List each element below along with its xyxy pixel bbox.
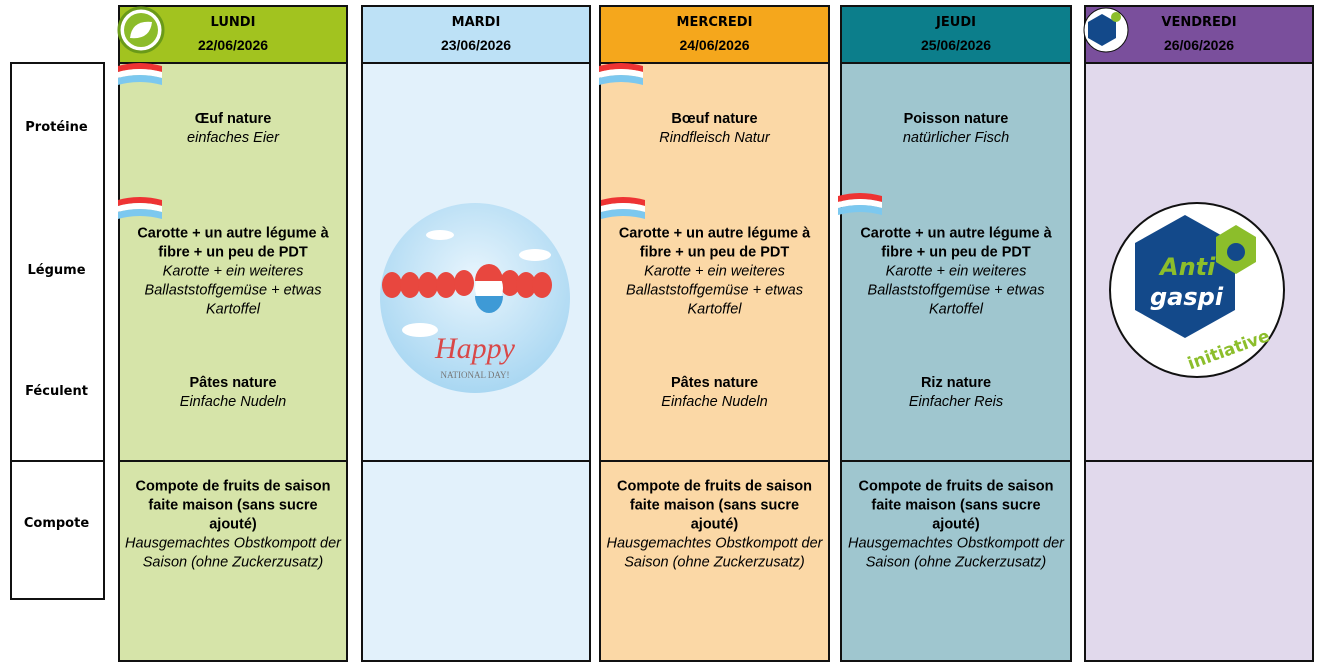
menu-item: Carotte + un autre légume à fibre + un p…: [846, 225, 1066, 320]
menu-item: Carotte + un autre légume à fibre + un p…: [124, 225, 342, 320]
day-name: MERCREDI: [676, 15, 753, 30]
menu-item: Pâtes nature Einfache Nudeln: [124, 374, 342, 412]
dish-de: Karotte + ein weiteres Ballaststoffgemüs…: [144, 263, 322, 318]
day-header: MARDI 23/06/2026: [361, 5, 591, 64]
day-name: MARDI: [451, 15, 501, 30]
row-label: Féculent: [25, 384, 88, 399]
dish-de: Einfache Nudeln: [179, 394, 287, 410]
menu-item: Compote de fruits de saison faite maison…: [846, 478, 1066, 573]
dish-de: einfaches Eier: [187, 130, 279, 146]
day-header: LUNDI 22/06/2026: [118, 5, 348, 64]
day-date: 23/06/2026: [440, 37, 512, 53]
day-header: MERCREDI 24/06/2026: [599, 5, 830, 64]
dish-de: Einfache Nudeln: [661, 394, 768, 410]
dish-de: Hausgemachtes Obstkompott der Saison (oh…: [606, 535, 823, 571]
day-column: [599, 62, 830, 662]
dish-de: Hausgemachtes Obstkompott der Saison (oh…: [125, 535, 341, 571]
page: Protéine Légume Féculent Compote LUNDI 22/06/…: [10, 5, 1314, 662]
day-date: 22/06/2026: [197, 37, 269, 53]
day-header: JEUDI 25/06/2026: [840, 5, 1072, 64]
dish-fr: Bœuf nature: [671, 111, 758, 127]
menu-item: Bœuf nature Rindfleisch Natur: [605, 110, 824, 148]
row-label: Compote: [23, 516, 90, 531]
row-divider: [840, 460, 1072, 462]
dish-fr: Compote de fruits de saison faite maison…: [858, 478, 1054, 533]
row-divider: [599, 460, 830, 462]
menu-item: Compote de fruits de saison faite maison…: [605, 478, 824, 573]
day-header: VENDREDI 26/06/2026: [1084, 5, 1314, 64]
menu-item: Riz nature Einfacher Reis: [846, 374, 1066, 412]
row-label: Légume: [27, 263, 86, 278]
day-name: VENDREDI: [1161, 15, 1237, 30]
row-divider: [118, 460, 348, 462]
dish-fr: Œuf nature: [194, 111, 272, 127]
dish-fr: Compote de fruits de saison faite maison…: [135, 478, 331, 533]
day-name: JEUDI: [936, 15, 976, 30]
dish-fr: Compote de fruits de saison faite maison…: [617, 478, 812, 533]
day-date: 25/06/2026: [920, 37, 992, 53]
menu-item: Poisson nature natürlicher Fisch: [846, 110, 1066, 148]
dish-de: Karotte + ein weiteres Ballaststoffgemüs…: [626, 263, 803, 318]
dish-fr: Carotte + un autre légume à fibre + un p…: [137, 225, 329, 261]
day-column: [361, 62, 591, 662]
row-divider: [361, 460, 591, 462]
day-column: [1084, 62, 1314, 662]
dish-de: Einfacher Reis: [908, 394, 1004, 410]
dish-de: Rindfleisch Natur: [659, 130, 770, 146]
menu-item: Pâtes nature Einfache Nudeln: [605, 374, 824, 412]
dish-de: Karotte + ein weiteres Ballaststoffgemüs…: [867, 263, 1045, 318]
menu-item: Œuf nature einfaches Eier: [124, 110, 342, 148]
menu-item: Carotte + un autre légume à fibre + un p…: [605, 225, 824, 320]
dish-fr: Carotte + un autre légume à fibre + un p…: [860, 225, 1052, 261]
dish-fr: Carotte + un autre légume à fibre + un p…: [618, 225, 811, 261]
row-divider: [1084, 460, 1314, 462]
dish-de: natürlicher Fisch: [902, 130, 1010, 146]
dish-de: Hausgemachtes Obstkompott der Saison (oh…: [848, 535, 1064, 571]
dish-fr: Poisson nature: [903, 111, 1009, 127]
row-label: Protéine: [25, 120, 88, 135]
dish-fr: Pâtes nature: [189, 375, 277, 391]
menu-item: Compote de fruits de saison faite maison…: [124, 478, 342, 573]
day-date: 26/06/2026: [1163, 37, 1235, 53]
dish-fr: Pâtes nature: [670, 375, 759, 391]
day-date: 24/06/2026: [679, 37, 750, 53]
dish-fr: Riz nature: [920, 375, 992, 391]
day-column: [840, 62, 1072, 662]
day-name: LUNDI: [210, 15, 256, 30]
